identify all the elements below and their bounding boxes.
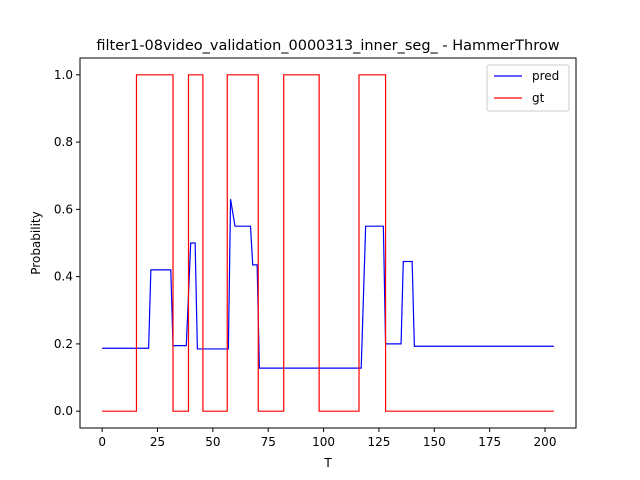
x-tick-label: 75 (261, 435, 276, 449)
x-tick-label: 50 (205, 435, 220, 449)
y-tick-label: 0.6 (54, 202, 73, 216)
y-axis: 0.0 0.2 0.4 0.6 0.8 1.0 (54, 68, 80, 418)
series-line-gt (102, 74, 554, 412)
legend-label-gt: gt (532, 91, 545, 105)
y-tick-label: 0.0 (54, 404, 73, 418)
y-tick-label: 0.2 (54, 337, 73, 351)
y-tick-label: 0.8 (54, 135, 73, 149)
x-tick-label: 100 (312, 435, 335, 449)
series-layer (102, 74, 554, 412)
plot-area (79, 57, 577, 429)
x-tick-label: 150 (423, 435, 446, 449)
y-axis-label: Probability (29, 211, 43, 274)
x-tick-label: 125 (367, 435, 390, 449)
x-axis: 0 25 50 75 100 125 150 175 200 (98, 428, 556, 449)
x-tick-label: 25 (150, 435, 165, 449)
x-tick-label: 200 (534, 435, 557, 449)
y-tick-label: 0.4 (54, 270, 73, 284)
chart-title: filter1-08video_validation_0000313_inner… (96, 38, 559, 54)
series-line-pred (102, 199, 554, 369)
legend: pred gt (486, 64, 570, 112)
y-tick-label: 1.0 (54, 68, 73, 82)
x-tick-label: 175 (478, 435, 501, 449)
legend-label-pred: pred (532, 69, 559, 83)
x-tick-label: 0 (98, 435, 106, 449)
x-axis-label: T (323, 456, 332, 470)
